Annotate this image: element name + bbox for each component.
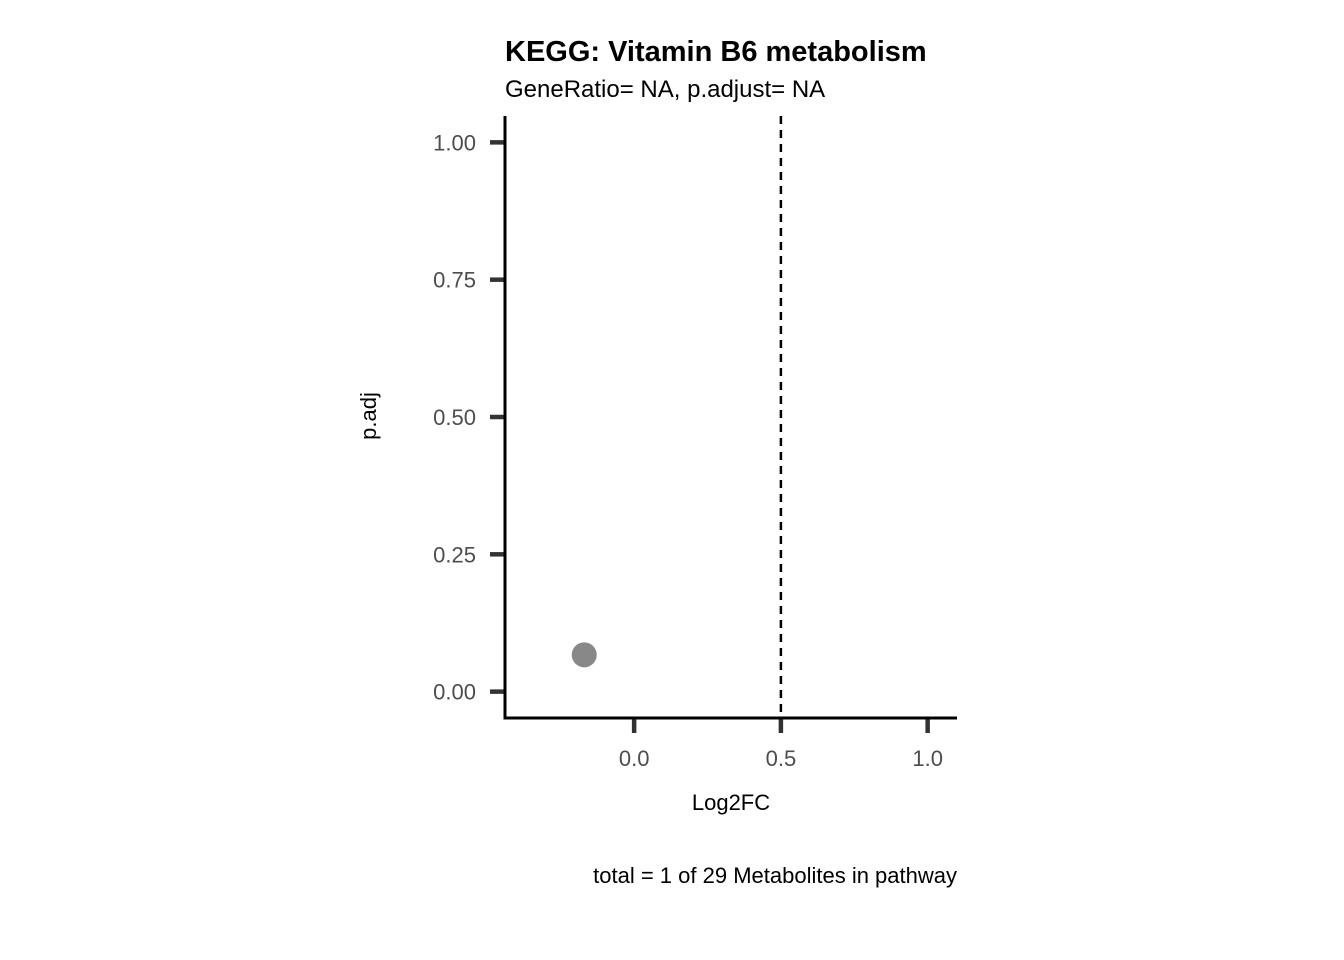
x-tick-label: 0.5 (766, 746, 797, 771)
chart-caption: total = 1 of 29 Metabolites in pathway (593, 863, 957, 888)
y-tick-label: 0.00 (433, 680, 476, 705)
data-point (571, 642, 597, 668)
x-tick-label: 1.0 (912, 746, 943, 771)
data-points (571, 642, 597, 668)
x-axis-title: Log2FC (692, 790, 770, 815)
y-axis-title: p.adj (356, 392, 381, 440)
chart-title: KEGG: Vitamin B6 metabolism (505, 36, 927, 68)
y-tick-label: 0.75 (433, 268, 476, 293)
y-tick-label: 0.50 (433, 405, 476, 430)
chart-subtitle: GeneRatio= NA, p.adjust= NA (505, 76, 825, 103)
y-axis-ticks: 0.00 0.25 0.50 0.75 1.00 (433, 130, 505, 705)
y-tick-label: 0.25 (433, 542, 476, 567)
x-tick-label: 0.0 (619, 746, 650, 771)
y-tick-label: 1.00 (433, 130, 476, 155)
x-axis-ticks: 0.0 0.5 1.0 (619, 718, 943, 771)
